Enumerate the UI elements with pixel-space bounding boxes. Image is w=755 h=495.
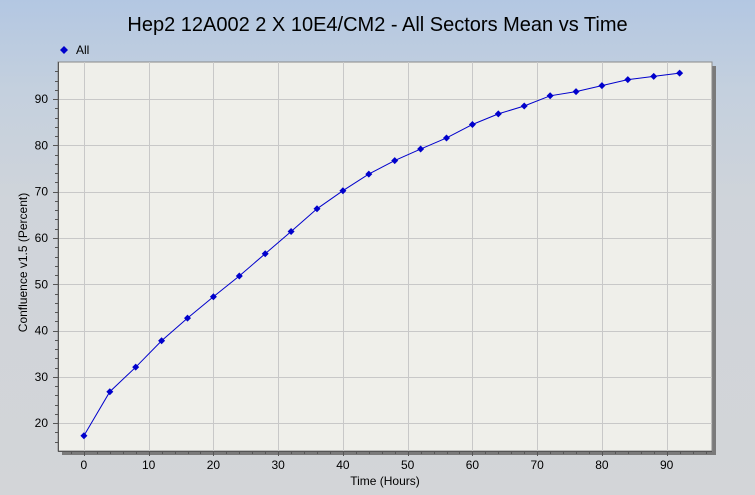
data-point: [365, 170, 373, 178]
data-point: [494, 110, 502, 118]
x-tick-label: 50: [401, 458, 415, 472]
y-tick-label: 80: [35, 138, 49, 152]
x-tick-label: 20: [207, 458, 221, 472]
chart-title: Hep2 12A002 2 X 10E4/CM2 - All Sectors M…: [127, 14, 628, 36]
y-tick-label: 90: [35, 92, 49, 106]
data-point: [287, 227, 295, 235]
data-point: [598, 82, 606, 90]
y-tick-label: 30: [35, 370, 49, 384]
x-tick-label: 30: [271, 458, 285, 472]
data-point: [209, 293, 217, 301]
legend-marker-icon: [58, 44, 70, 56]
data-point: [235, 272, 243, 280]
data-point: [572, 88, 580, 96]
legend-label: All: [76, 43, 90, 57]
data-point: [132, 363, 140, 371]
data-point: [391, 157, 399, 165]
data-point: [546, 92, 554, 100]
x-axis-title: Time (Hours): [350, 474, 420, 488]
data-point: [650, 72, 658, 80]
data-point: [520, 102, 528, 110]
x-tick-label: 10: [142, 458, 156, 472]
data-point: [158, 337, 166, 345]
x-tick-label: 0: [81, 458, 88, 472]
data-point: [184, 314, 192, 322]
series-line: [83, 72, 680, 436]
data-point: [468, 121, 476, 129]
x-tick-label: 60: [466, 458, 480, 472]
y-tick-label: 20: [35, 416, 49, 430]
x-tick-label: 70: [530, 458, 544, 472]
x-tick-label: 80: [595, 458, 609, 472]
data-point: [417, 145, 425, 153]
y-tick-label: 40: [35, 324, 49, 338]
plot-area: [57, 61, 713, 452]
x-tick-label: 90: [660, 458, 674, 472]
data-point: [261, 250, 269, 258]
data-point: [443, 134, 451, 142]
data-point: [106, 388, 114, 396]
data-point: [676, 69, 684, 77]
y-tick-label: 70: [35, 185, 49, 199]
data-point: [80, 432, 88, 440]
y-tick-label: 60: [35, 231, 49, 245]
data-point: [624, 76, 632, 84]
y-tick-label: 50: [35, 277, 49, 291]
y-axis-title: Confluence v1.5 (Percent): [16, 193, 30, 332]
data-point: [313, 205, 321, 213]
x-tick-label: 40: [336, 458, 350, 472]
legend: All: [58, 43, 89, 57]
data-point: [339, 187, 347, 195]
